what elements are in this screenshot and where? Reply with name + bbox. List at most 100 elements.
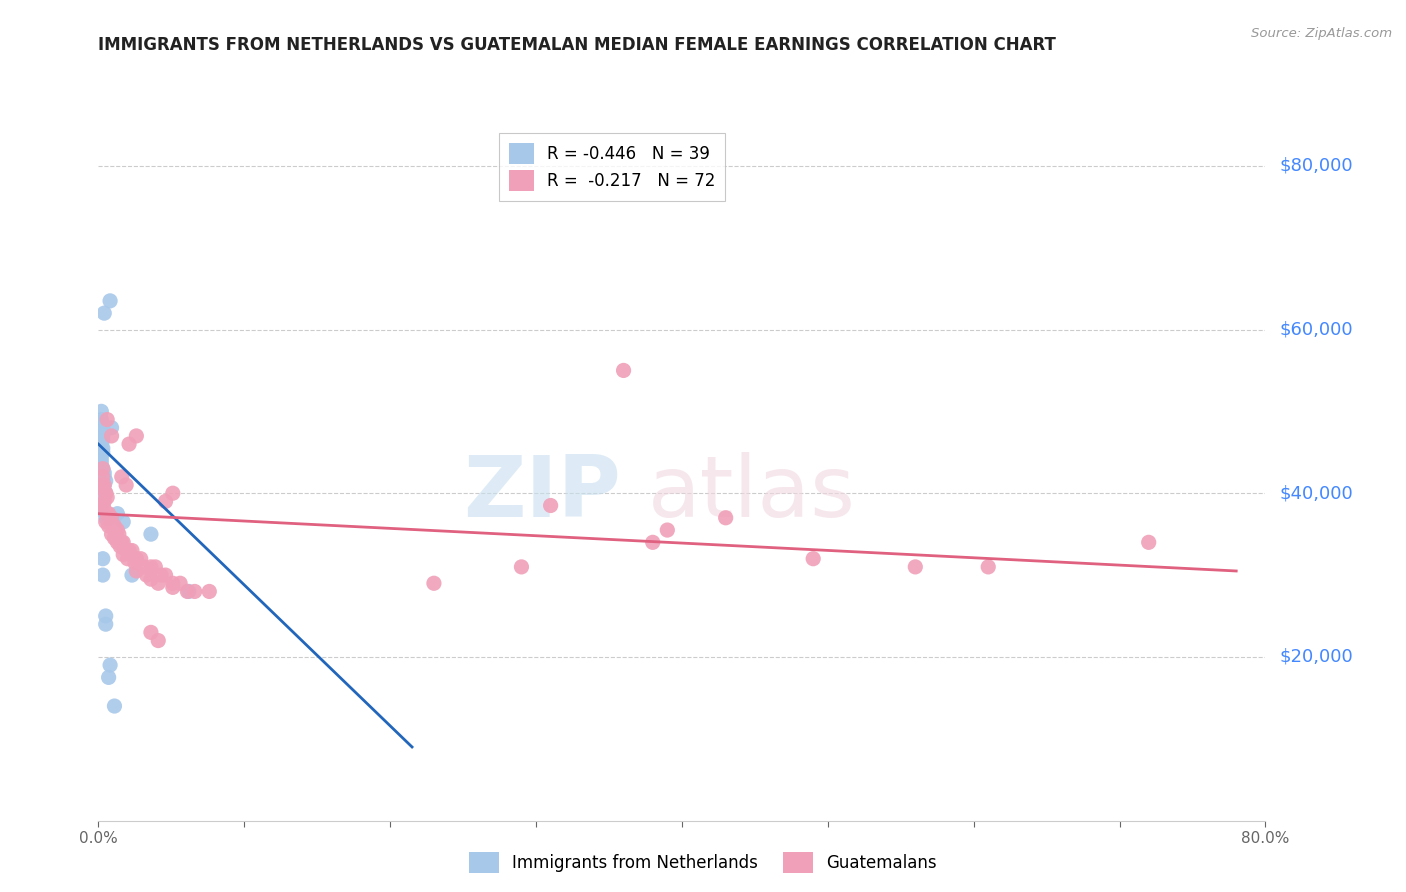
Point xyxy=(150,568,173,582)
Point xyxy=(162,576,184,591)
Point xyxy=(90,450,112,464)
Text: $60,000: $60,000 xyxy=(1279,320,1353,339)
Point xyxy=(100,510,122,524)
Point xyxy=(148,576,170,591)
Point xyxy=(91,494,114,508)
Point xyxy=(93,502,115,516)
Point xyxy=(90,458,112,472)
Point xyxy=(91,482,114,496)
Point xyxy=(129,551,152,566)
Point xyxy=(118,437,141,451)
Point xyxy=(124,556,146,570)
Point xyxy=(162,486,184,500)
Point xyxy=(93,478,115,492)
Text: Source: ZipAtlas.com: Source: ZipAtlas.com xyxy=(1251,27,1392,40)
Point xyxy=(91,441,114,455)
Point xyxy=(148,633,170,648)
Point xyxy=(125,551,148,566)
Legend: Immigrants from Netherlands, Guatemalans: Immigrants from Netherlands, Guatemalans xyxy=(463,846,943,880)
Point xyxy=(91,429,114,443)
Point xyxy=(91,425,114,439)
Point xyxy=(423,576,446,591)
Point xyxy=(90,437,112,451)
Point xyxy=(96,507,118,521)
Point xyxy=(100,429,122,443)
Point xyxy=(177,584,200,599)
Text: atlas: atlas xyxy=(648,452,856,535)
Point xyxy=(105,523,128,537)
Point xyxy=(801,551,824,566)
Point xyxy=(94,474,117,488)
Point xyxy=(97,510,120,524)
Point xyxy=(104,527,127,541)
Point xyxy=(1137,535,1160,549)
Point xyxy=(641,535,664,549)
Point xyxy=(112,548,135,562)
Point xyxy=(90,412,112,426)
Point xyxy=(105,535,128,549)
Point xyxy=(612,363,634,377)
Text: ZIP: ZIP xyxy=(463,452,620,535)
Point xyxy=(98,293,121,308)
Point xyxy=(90,502,112,516)
Point xyxy=(139,527,162,541)
Point xyxy=(91,461,114,475)
Point xyxy=(90,417,112,431)
Point xyxy=(198,584,221,599)
Point xyxy=(91,461,114,475)
Point xyxy=(103,519,125,533)
Point xyxy=(94,609,117,624)
Point xyxy=(115,478,138,492)
Point xyxy=(93,470,115,484)
Point xyxy=(91,470,114,484)
Point xyxy=(97,507,120,521)
Point xyxy=(93,306,115,320)
Point xyxy=(176,584,198,599)
Point xyxy=(121,568,143,582)
Point xyxy=(91,445,114,459)
Point xyxy=(977,560,1000,574)
Point xyxy=(540,499,562,513)
Point xyxy=(91,421,114,435)
Point xyxy=(121,543,143,558)
Text: $40,000: $40,000 xyxy=(1279,484,1353,502)
Point xyxy=(115,543,138,558)
Point xyxy=(93,494,115,508)
Point xyxy=(90,404,112,418)
Point xyxy=(112,515,135,529)
Point xyxy=(169,576,191,591)
Point xyxy=(96,491,118,505)
Point xyxy=(125,564,148,578)
Point xyxy=(96,412,118,426)
Point xyxy=(94,510,117,524)
Point xyxy=(93,478,115,492)
Text: IMMIGRANTS FROM NETHERLANDS VS GUATEMALAN MEDIAN FEMALE EARNINGS CORRELATION CHA: IMMIGRANTS FROM NETHERLANDS VS GUATEMALA… xyxy=(98,36,1056,54)
Point xyxy=(105,507,128,521)
Point xyxy=(135,568,157,582)
Point xyxy=(98,658,121,673)
Point xyxy=(93,466,115,480)
Point xyxy=(125,429,148,443)
Point xyxy=(139,560,162,574)
Point xyxy=(91,568,114,582)
Text: $80,000: $80,000 xyxy=(1279,157,1353,175)
Point xyxy=(139,572,162,586)
Point xyxy=(103,699,125,714)
Point xyxy=(904,560,927,574)
Point xyxy=(101,519,124,533)
Point xyxy=(155,494,177,508)
Point xyxy=(103,531,125,545)
Point xyxy=(111,535,134,549)
Point xyxy=(90,453,112,467)
Point xyxy=(139,625,162,640)
Point xyxy=(714,510,737,524)
Point xyxy=(94,486,117,500)
Point xyxy=(94,617,117,632)
Point xyxy=(162,580,184,594)
Point xyxy=(155,568,177,582)
Point xyxy=(94,486,117,500)
Point xyxy=(91,499,114,513)
Point xyxy=(94,515,117,529)
Text: $20,000: $20,000 xyxy=(1279,648,1353,666)
Point xyxy=(94,486,117,500)
